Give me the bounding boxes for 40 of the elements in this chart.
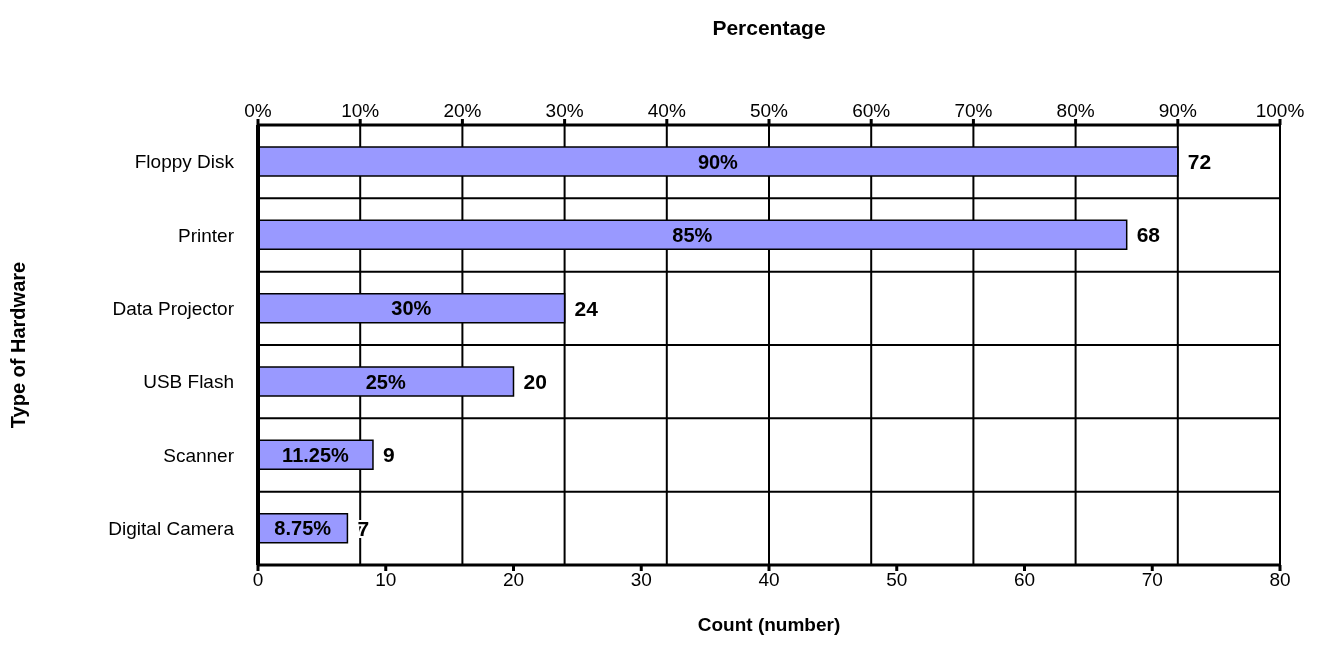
data-label: 24: [574, 296, 599, 320]
x2-tick-label: 80%: [1056, 100, 1095, 121]
x2-tick-label: 10%: [341, 100, 380, 121]
data-label: 72: [1187, 149, 1212, 173]
x-axis-title: Count (number): [697, 614, 841, 635]
x2-tick-label: 40%: [647, 100, 686, 121]
x-tick-label: 80: [1269, 569, 1291, 591]
annotation: 8.75%: [274, 517, 332, 540]
x-tick-label: 20: [502, 569, 525, 591]
y-tick-label: Data Projector: [112, 298, 235, 320]
x-tick-label: 70: [1141, 569, 1163, 591]
x-tick-label: 30: [630, 569, 652, 591]
y-tick-label: USB Flash: [143, 371, 234, 393]
annotation: 25%: [365, 370, 406, 393]
y-tick-label: Scanner: [163, 444, 235, 466]
annotation: 30%: [391, 297, 432, 320]
data-label: 9: [382, 443, 395, 467]
x2-tick-label: 30%: [545, 100, 584, 121]
y-tick-label: Floppy Disk: [134, 151, 235, 173]
y-axis-title: Type of Hardware: [7, 261, 30, 429]
data-label: 20: [523, 369, 547, 393]
x-tick-label: 60: [1013, 569, 1036, 591]
x-tick-label: 0: [252, 569, 264, 591]
x2-tick-label: 50%: [749, 100, 789, 121]
x-tick-label: 50: [886, 569, 908, 591]
x2-tick-label: 20%: [443, 100, 482, 121]
x2-axis-title: Percentage: [712, 15, 826, 39]
data-label: 68: [1136, 223, 1161, 247]
annotation: 11.25%: [282, 443, 350, 466]
x2-tick-label: 0%: [244, 100, 272, 121]
x2-tick-label: 70%: [954, 100, 993, 121]
annotation: 85%: [672, 223, 713, 246]
x-tick-label: 10: [375, 569, 397, 591]
x2-tick-label: 100%: [1255, 100, 1305, 121]
x-tick-label: 40: [758, 569, 780, 591]
y-tick-label: Digital Camera: [108, 518, 235, 540]
annotation: 90%: [697, 150, 739, 173]
x2-tick-label: 60%: [852, 100, 891, 121]
x2-tick-label: 90%: [1158, 100, 1197, 121]
y-tick-label: Printer: [178, 224, 235, 246]
